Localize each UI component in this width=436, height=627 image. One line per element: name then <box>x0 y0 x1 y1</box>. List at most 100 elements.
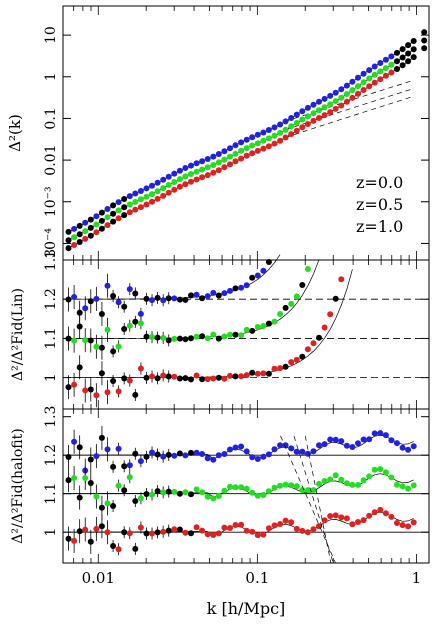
data-point <box>210 162 217 168</box>
data-point <box>143 201 150 208</box>
data-point <box>193 160 200 167</box>
data-point <box>65 237 72 244</box>
data-point <box>176 375 183 382</box>
data-point <box>93 295 100 302</box>
data-point <box>410 519 417 526</box>
data-point <box>260 531 267 538</box>
data-point <box>421 29 428 36</box>
data-point <box>355 481 361 488</box>
data-point <box>204 493 211 500</box>
data-point <box>210 532 217 538</box>
data-point <box>115 343 122 350</box>
data-point <box>282 517 289 524</box>
data-point <box>176 183 183 190</box>
data-point <box>277 442 284 449</box>
data-point <box>238 147 245 154</box>
data-point <box>193 449 200 456</box>
data-point <box>310 487 317 494</box>
data-point <box>98 523 105 530</box>
data-point <box>210 289 217 296</box>
data-point <box>332 295 339 302</box>
data-point <box>171 335 178 342</box>
data-point <box>382 56 389 63</box>
data-point <box>394 49 400 56</box>
data-point <box>260 492 267 498</box>
data-point <box>360 517 367 524</box>
data-point <box>421 45 428 52</box>
data-point <box>232 444 239 451</box>
data-point <box>366 83 373 90</box>
data-point <box>316 107 322 114</box>
data-point <box>132 290 139 297</box>
data-point <box>160 334 167 341</box>
data-point <box>87 224 94 231</box>
data-point <box>199 333 206 340</box>
data-point <box>171 179 178 185</box>
data-point <box>71 381 78 388</box>
data-point <box>65 245 72 252</box>
data-point <box>321 441 328 448</box>
data-point <box>360 79 367 86</box>
y-tick-label: 1.3 <box>43 249 59 271</box>
data-point <box>221 164 228 171</box>
data-point <box>349 94 356 101</box>
y-tick-label: 1.1 <box>43 483 59 505</box>
data-point <box>382 432 389 439</box>
data-point <box>360 87 367 93</box>
data-point <box>132 318 139 325</box>
data-point <box>349 521 356 528</box>
data-point <box>377 466 384 473</box>
data-point <box>227 372 233 379</box>
data-point <box>388 61 395 68</box>
data-point <box>243 485 250 492</box>
data-point <box>104 446 111 453</box>
data-point <box>115 299 122 306</box>
data-point <box>160 489 167 496</box>
data-point <box>149 334 155 341</box>
data-point <box>115 207 122 214</box>
data-point <box>299 353 306 360</box>
data-point <box>377 506 384 513</box>
y-axis-label: Δ²(k) <box>6 114 24 152</box>
data-point <box>126 462 133 469</box>
data-point <box>215 335 222 342</box>
data-point <box>215 167 222 174</box>
data-point <box>115 199 122 206</box>
data-point <box>76 231 83 238</box>
data-point <box>254 140 261 147</box>
data-point <box>238 373 245 380</box>
data-point <box>121 196 128 202</box>
data-point <box>321 112 328 119</box>
data-point <box>293 111 300 118</box>
data-point <box>227 331 233 338</box>
data-point <box>232 373 239 380</box>
data-point <box>310 448 317 455</box>
data-point <box>371 63 378 70</box>
data-point <box>366 75 373 82</box>
data-point <box>343 98 350 105</box>
data-point <box>277 121 284 128</box>
data-point <box>249 489 256 496</box>
data-point <box>126 193 133 200</box>
x-tick-label: 0.01 <box>82 569 115 587</box>
data-point <box>277 129 284 136</box>
data-point <box>327 92 334 99</box>
y-tick-label: 1.3 <box>43 406 59 428</box>
data-point <box>110 210 117 217</box>
data-point <box>171 186 178 193</box>
data-point <box>76 239 83 245</box>
data-point <box>321 104 328 111</box>
data-point <box>282 442 289 449</box>
data-point <box>260 453 267 460</box>
data-point <box>149 191 155 198</box>
data-point <box>204 376 211 383</box>
data-point <box>277 482 284 489</box>
data-point <box>132 391 139 398</box>
data-point <box>121 326 128 332</box>
data-point <box>149 449 155 456</box>
data-point <box>321 95 328 102</box>
data-point <box>293 356 300 363</box>
data-point <box>265 451 272 458</box>
data-point <box>165 527 172 534</box>
model-curve <box>68 269 353 378</box>
